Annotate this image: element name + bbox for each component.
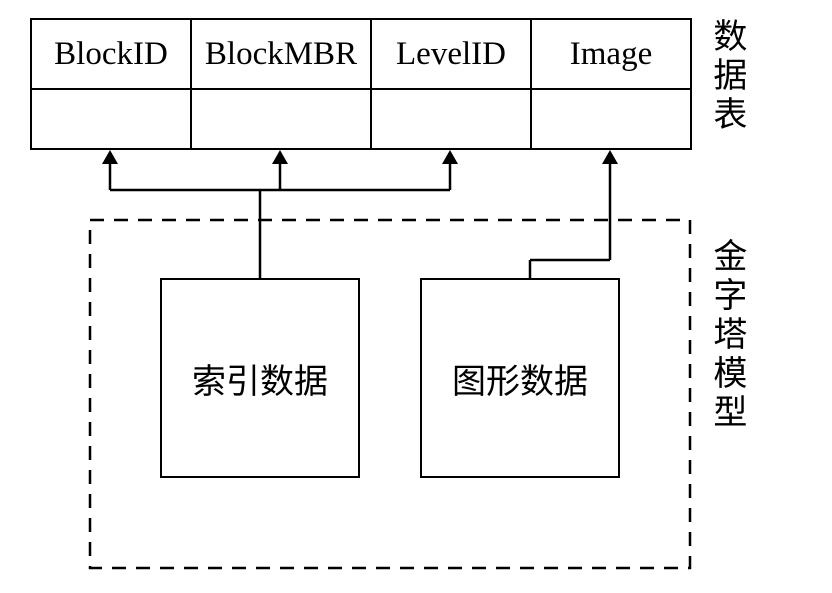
arrowhead-icon bbox=[272, 150, 288, 164]
arrowhead-icon bbox=[602, 150, 618, 164]
vlabel-char: 塔 bbox=[713, 317, 747, 354]
diagram-canvas: BlockID BlockMBR LevelID Image 数据表 金字塔模型… bbox=[0, 0, 832, 593]
node-graph-data: 图形数据 bbox=[420, 278, 620, 478]
vlabel-char: 表 bbox=[713, 97, 747, 134]
vlabel-char: 据 bbox=[713, 58, 747, 95]
table-header-row: BlockID BlockMBR LevelID Image bbox=[31, 19, 691, 89]
col-blockid: BlockID bbox=[31, 19, 191, 89]
cell-empty-2 bbox=[371, 89, 531, 149]
arrowhead-icon bbox=[102, 150, 118, 164]
table-side-label: 数据表 bbox=[710, 18, 751, 135]
col-levelid: LevelID bbox=[371, 19, 531, 89]
col-image: Image bbox=[531, 19, 691, 89]
node-graph-label: 图形数据 bbox=[452, 354, 588, 403]
vlabel-char: 型 bbox=[713, 395, 747, 432]
arrowhead-icon bbox=[442, 150, 458, 164]
cell-empty-0 bbox=[31, 89, 191, 149]
vlabel-char: 字 bbox=[713, 278, 747, 315]
vlabel-char: 金 bbox=[713, 239, 747, 276]
node-index-label: 索引数据 bbox=[192, 354, 328, 403]
model-side-label: 金字塔模型 bbox=[710, 238, 751, 433]
cell-empty-3 bbox=[531, 89, 691, 149]
node-index-data: 索引数据 bbox=[160, 278, 360, 478]
table-empty-row bbox=[31, 89, 691, 149]
col-blockmbr: BlockMBR bbox=[191, 19, 371, 89]
data-table: BlockID BlockMBR LevelID Image bbox=[30, 18, 692, 150]
cell-empty-1 bbox=[191, 89, 371, 149]
vlabel-char: 数 bbox=[713, 19, 747, 56]
vlabel-char: 模 bbox=[713, 356, 747, 393]
